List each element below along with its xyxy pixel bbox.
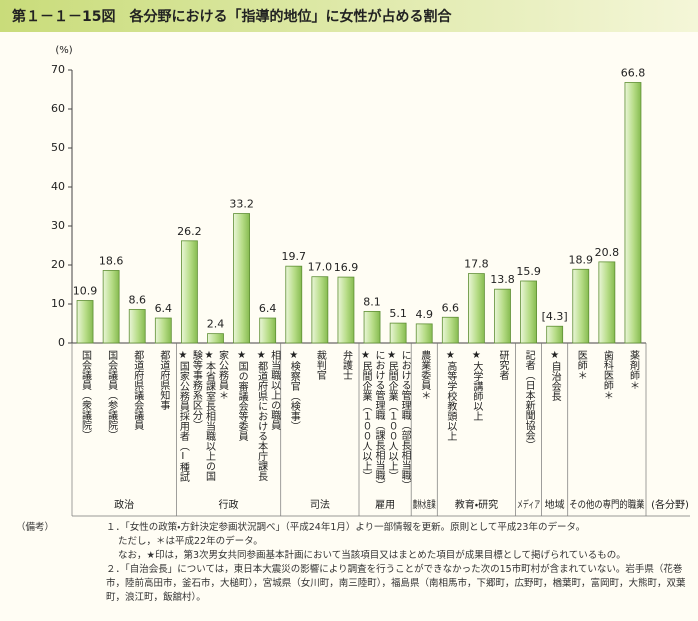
bar: [181, 240, 198, 344]
x-tick-label: 農業委員＊: [418, 350, 430, 400]
x-tick-label: ★民間企業（１００人以上）における管理職（課長相当職）: [360, 350, 385, 490]
value-label: 5.1: [389, 307, 407, 320]
value-label: 18.6: [99, 254, 124, 267]
bar: [468, 273, 485, 344]
group-label: メディア: [517, 498, 540, 511]
x-tick-label: 国会議員（衆議院）: [79, 350, 91, 440]
group-label: 教育・研究: [455, 498, 498, 511]
bar: [598, 261, 616, 344]
value-label: 6.6: [442, 301, 460, 314]
y-tick-label: 20: [51, 258, 65, 271]
x-tick-label: ★本省課室長相当職以上の国家公務員＊: [203, 350, 228, 481]
bar: [154, 317, 172, 344]
bar: [337, 276, 355, 344]
x-tick-label: ★大学講師以上: [470, 350, 482, 421]
group-label: 雇用: [375, 499, 395, 511]
y-axis-label: (%): [55, 45, 72, 56]
y-tick-label: 10: [51, 297, 65, 310]
value-label: [4.3]: [542, 310, 568, 323]
x-tick-label: 都道府県知事: [157, 350, 169, 410]
x-tick-label: 都道府県議会議員: [131, 350, 143, 430]
value-label: 8.6: [128, 293, 146, 306]
bar: [311, 276, 329, 344]
group-label: 農林水産業: [413, 498, 436, 511]
x-tick-label: ★国の審議会等委員: [236, 350, 248, 441]
value-label: 18.9: [569, 253, 594, 266]
value-label: 13.8: [490, 273, 515, 286]
bar: [572, 268, 590, 344]
x-tick-label: 歯科医師＊: [601, 350, 613, 400]
bar: [285, 265, 303, 344]
x-tick-label: 研究者: [497, 350, 508, 380]
title-bar: [0, 0, 698, 32]
bar: [415, 323, 433, 344]
bar: [520, 280, 537, 344]
x-tick-label: 記者（日本新聞協会）: [523, 350, 535, 450]
value-label: 20.8: [595, 246, 620, 259]
value-label: 8.1: [363, 295, 381, 308]
bar: [233, 213, 250, 344]
bar: [546, 325, 564, 344]
note-item: ２．「自治会長」については，東日本大震災の影響により調査を行うことができなかった…: [106, 564, 686, 603]
bar: [102, 270, 120, 344]
value-label: 10.9: [73, 284, 98, 297]
value-label: 2.4: [207, 318, 225, 331]
x-tick-label: 弁護士: [340, 350, 352, 380]
y-tick-label: 70: [51, 63, 65, 76]
y-tick-label: 40: [51, 180, 65, 193]
bar: [389, 322, 407, 344]
chart-title: 第１－１－15図 各分野における「指導的地位」に女性が占める割合: [12, 8, 452, 25]
x-tick-label: ★国家公務員採用者（Ⅰ種試験等事務系区分）: [177, 350, 202, 482]
x-tick-label: ★自治会長: [549, 350, 561, 401]
value-label: 17.8: [464, 258, 489, 271]
x-tick-label: ★民間企業（１００人以上）における管理職（部長相当職）: [386, 350, 411, 490]
bar: [624, 82, 642, 344]
bar: [76, 300, 94, 344]
y-tick-label: 30: [51, 219, 65, 232]
group-label: 行政: [219, 498, 239, 511]
bar: [363, 311, 381, 344]
value-label: 17.0: [308, 261, 333, 274]
value-label: 6.4: [155, 302, 173, 315]
x-tick-label: 裁判官: [314, 350, 326, 380]
notes: （備考） １．「女性の政策・方針決定参画状況調べ」（平成24年1月）より一部情報…: [16, 521, 686, 605]
bar: [259, 317, 277, 344]
value-label: 6.4: [259, 302, 277, 315]
group-label: 司法: [310, 499, 330, 511]
y-tick-label: 50: [51, 141, 65, 154]
note-item: ただし，＊は平成22年のデータ。: [118, 536, 263, 547]
x-tick-label: 医師＊: [575, 350, 587, 380]
value-label: 16.9: [334, 261, 359, 274]
value-label: 33.2: [229, 198, 254, 211]
x-tick-label: 国会議員（参議院）: [105, 350, 117, 440]
x-tick-label: ★都道府県における本庁課長相当職以上の職員: [255, 350, 280, 481]
group-label: 地域: [545, 498, 565, 511]
value-label: 66.8: [621, 66, 646, 79]
bar: [441, 316, 459, 344]
y-tick-label: 0: [58, 336, 65, 349]
group-label: その他の専門的職業: [569, 498, 644, 511]
value-label: 19.7: [282, 250, 307, 263]
group-label: 政治: [114, 498, 134, 511]
value-label: 26.2: [177, 225, 202, 238]
x-tick-label: ★高等学校教頭以上: [444, 350, 456, 441]
x-tick-label: ★検察官（検事）: [288, 350, 300, 431]
note-item: １．「女性の政策・方針決定参画状況調べ」（平成24年1月）より一部情報を更新。原…: [106, 522, 586, 533]
note-item: なお，★印は，第3次男女共同参画基本計画において当該項目又はまとめた項目が成果目…: [118, 550, 626, 561]
value-label: 4.9: [415, 308, 433, 321]
y-tick-label: 60: [51, 102, 65, 115]
bar: [494, 288, 511, 344]
bar: [207, 333, 224, 344]
group-header: (各分野): [651, 498, 689, 511]
x-tick-label: 薬剤師＊: [627, 350, 639, 390]
bar: [128, 309, 146, 344]
value-label: 15.9: [516, 265, 541, 278]
notes-label: （備考）: [16, 522, 55, 533]
